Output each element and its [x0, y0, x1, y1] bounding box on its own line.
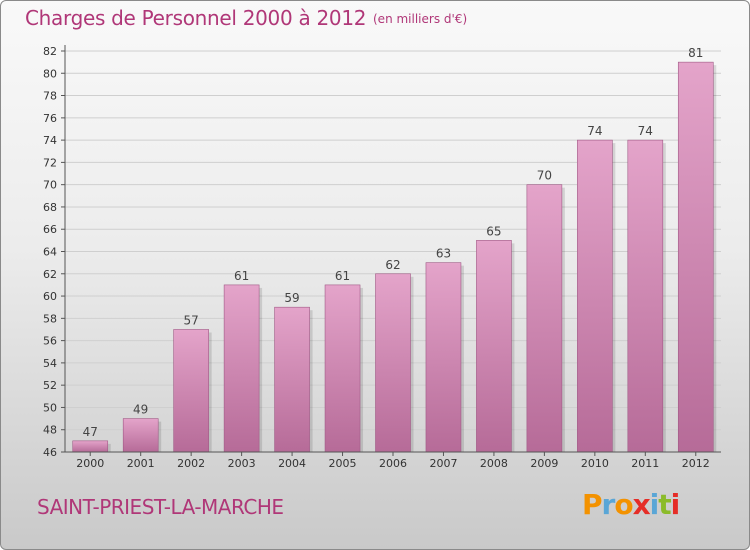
bar-2006 [375, 273, 411, 453]
bar-2007 [425, 262, 462, 453]
bar-2004 [274, 306, 310, 453]
logo-letter: r [601, 488, 616, 521]
y-tick-label: 82 [43, 45, 57, 58]
x-tick-label-2007: 2007 [429, 457, 457, 470]
logo-letter: x [632, 488, 651, 521]
y-tick-label: 72 [43, 156, 57, 169]
value-label-2010: 74 [587, 124, 602, 138]
logo-letter: i [649, 488, 660, 521]
x-tick-label-2000: 2000 [76, 457, 104, 470]
x-tick-label-2001: 2001 [127, 457, 155, 470]
bar-2003 [223, 284, 260, 453]
value-label-2004: 59 [284, 291, 299, 305]
proxiti-logo[interactable]: Proxiti [582, 488, 681, 521]
y-tick-label: 62 [43, 268, 57, 281]
x-tick-label-2004: 2004 [278, 457, 306, 470]
logo-letter: t [658, 488, 671, 521]
logo-letter: P [582, 488, 603, 521]
y-tick-label: 46 [43, 446, 57, 459]
x-tick-label-2009: 2009 [530, 457, 558, 470]
y-tick-label: 74 [43, 134, 57, 147]
y-tick-label: 56 [43, 335, 57, 348]
x-tick-label-2006: 2006 [379, 457, 407, 470]
chart-title: Charges de Personnel 2000 à 2012 [25, 6, 367, 30]
x-tick-label-2005: 2005 [329, 457, 357, 470]
bar-2011 [627, 139, 664, 453]
x-tick-label-2010: 2010 [581, 457, 609, 470]
value-label-2011: 74 [638, 124, 653, 138]
value-label-2005: 61 [335, 269, 350, 283]
value-label-2009: 70 [537, 169, 552, 183]
x-tick-label-2012: 2012 [682, 457, 710, 470]
y-tick-label: 52 [43, 379, 57, 392]
x-tick-label-2008: 2008 [480, 457, 508, 470]
y-tick-label: 58 [43, 312, 57, 325]
bar-2001 [122, 418, 159, 453]
location-name: SAINT-PRIEST-LA-MARCHE [37, 495, 284, 519]
logo-letter: o [614, 488, 633, 521]
x-tick-label-2002: 2002 [177, 457, 205, 470]
y-tick-label: 54 [43, 357, 57, 370]
bar-2002 [173, 329, 209, 453]
y-tick-label: 68 [43, 201, 57, 214]
value-label-2008: 65 [486, 224, 501, 238]
value-label-2000: 47 [83, 425, 98, 439]
bar-2005 [324, 284, 361, 453]
y-tick-label: 64 [43, 246, 57, 259]
bar-2012 [677, 61, 714, 453]
y-tick-label: 76 [43, 112, 57, 125]
value-label-2007: 63 [436, 247, 451, 261]
y-tick-label: 78 [43, 90, 57, 103]
bar-2010 [577, 139, 613, 453]
y-tick-label: 48 [43, 424, 57, 437]
value-label-2002: 57 [184, 313, 199, 327]
chart-subtitle: (en milliers d'€) [373, 12, 468, 26]
y-tick-label: 80 [43, 67, 57, 80]
bar-2009 [526, 184, 563, 453]
value-label-2003: 61 [234, 269, 249, 283]
bar-2008 [476, 240, 512, 453]
logo-letter: i [670, 488, 681, 521]
y-tick-label: 60 [43, 290, 57, 303]
y-tick-label: 66 [43, 223, 57, 236]
x-tick-label-2003: 2003 [228, 457, 256, 470]
x-tick-label-2011: 2011 [631, 457, 659, 470]
y-tick-label: 50 [43, 401, 57, 414]
bar-2000 [72, 440, 109, 453]
value-label-2001: 49 [133, 403, 148, 417]
value-label-2006: 62 [385, 258, 400, 272]
value-label-2012: 81 [688, 46, 703, 60]
y-tick-label: 70 [43, 179, 57, 192]
